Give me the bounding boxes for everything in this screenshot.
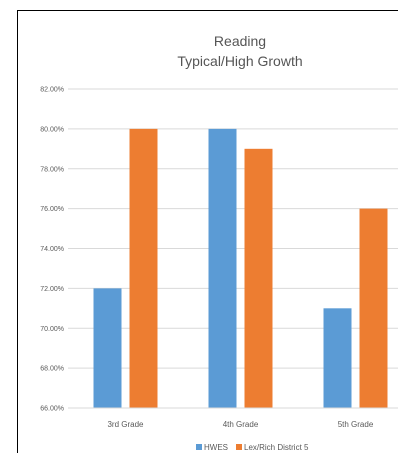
y-tick-label: 78.00% xyxy=(40,166,64,173)
chart-subtitle: Typical/High Growth xyxy=(177,53,302,69)
bar-lex-rich-district-5-4th-grade xyxy=(244,148,273,408)
legend-label: Lex/Rich District 5 xyxy=(244,443,309,452)
legend-label: HWES xyxy=(204,443,228,452)
legend: HWES Lex/Rich District 5 xyxy=(196,443,309,452)
y-tick-label: 70.00% xyxy=(40,326,64,333)
y-tick-label: 72.00% xyxy=(40,286,64,293)
category-label: 4th Grade xyxy=(223,420,259,429)
bar-hwes-3rd-grade xyxy=(93,288,122,408)
y-tick-label: 68.00% xyxy=(40,366,64,373)
y-tick-label: 74.00% xyxy=(40,246,64,253)
category-labels: 3rd Grade 4th Grade 5th Grade xyxy=(107,420,373,429)
bars xyxy=(93,128,388,408)
chart-title: Reading xyxy=(214,33,266,49)
legend-swatch xyxy=(236,444,242,450)
legend-swatch xyxy=(196,444,202,450)
category-label: 5th Grade xyxy=(338,420,374,429)
y-tick-label: 82.00% xyxy=(40,87,64,94)
y-tick-labels: 66.00% 68.00% 70.00% 72.00% 74.00% 76.00% 78.0… xyxy=(40,87,64,413)
y-tick-label: 76.00% xyxy=(40,206,64,213)
y-tick-label: 66.00% xyxy=(40,406,64,413)
category-label: 3rd Grade xyxy=(107,420,144,429)
bar-lex-rich-district-5-3rd-grade xyxy=(129,128,158,408)
y-tick-label: 80.00% xyxy=(40,126,64,133)
bar-lex-rich-district-5-5th-grade xyxy=(359,208,388,408)
bar-hwes-4th-grade xyxy=(208,128,237,408)
bar-hwes-5th-grade xyxy=(323,308,352,408)
